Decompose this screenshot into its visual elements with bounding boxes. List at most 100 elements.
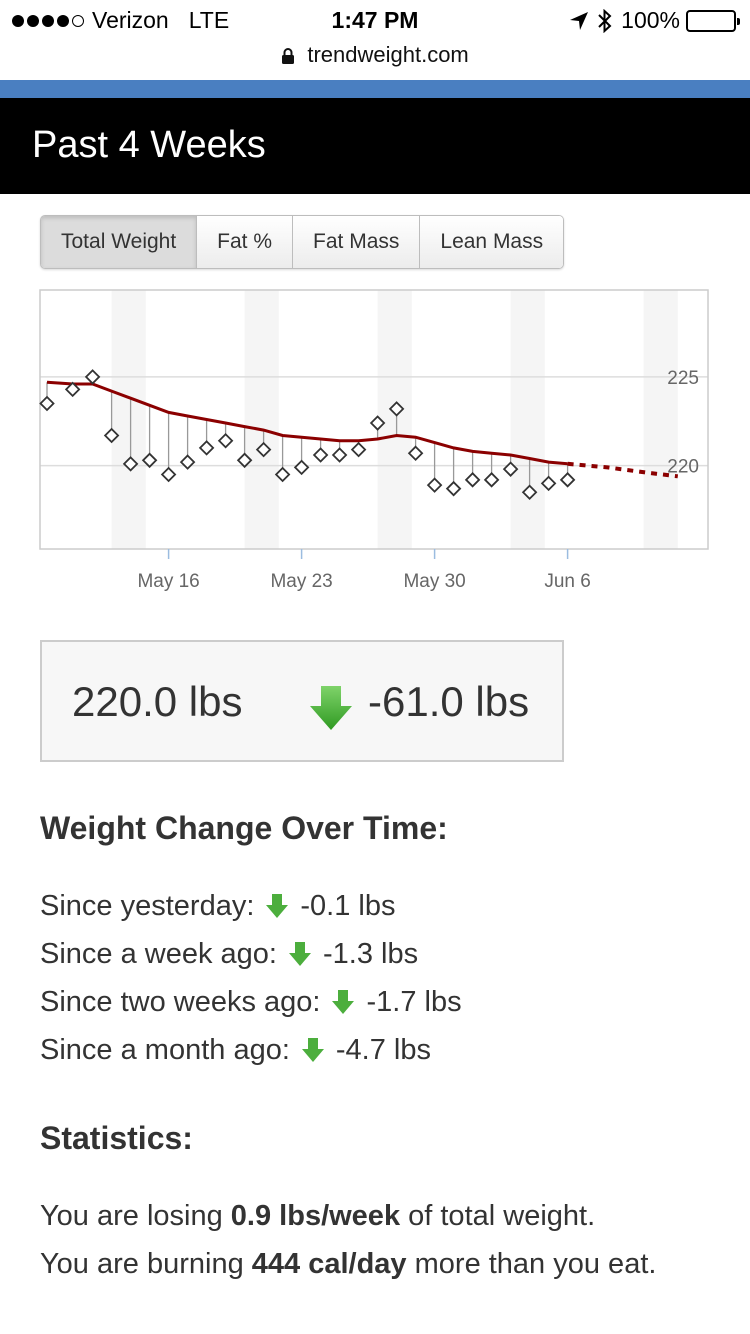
- signal-icon: [12, 14, 84, 27]
- reading-point: [540, 475, 557, 492]
- change-row: Since two weeks ago: -1.7 lbs: [40, 978, 462, 1026]
- reading-point: [103, 427, 120, 444]
- x-tick-label: May 23: [270, 571, 332, 592]
- brand-strip: [0, 80, 750, 98]
- calorie-pre: You are burning: [40, 1248, 252, 1280]
- week-band: [510, 290, 545, 549]
- y-tick-label: 220: [667, 457, 699, 478]
- x-tick-labels: May 16 May 23 May 30 Jun 6: [137, 549, 591, 592]
- week-band: [111, 290, 146, 549]
- tab-total-weight[interactable]: Total Weight: [41, 216, 198, 268]
- change-value: -1.7 lbs: [366, 986, 462, 1018]
- reading-point: [274, 466, 291, 483]
- loss-rate-line: You are losing 0.9 lbs/week of total wei…: [40, 1192, 720, 1240]
- change-label: Since a week ago:: [40, 938, 277, 970]
- total-change: -61.0 lbs: [368, 678, 530, 725]
- battery-percent: 100%: [621, 7, 680, 33]
- reading-point: [39, 395, 55, 412]
- change-value: -4.7 lbs: [335, 1034, 431, 1066]
- reading-point: [84, 369, 101, 385]
- status-bar: Verizon LTE 1:47 PM 100%: [0, 0, 750, 42]
- reading-point: [312, 447, 329, 463]
- reading-point: [350, 441, 367, 458]
- reading-point: [388, 401, 405, 417]
- reading-point: [198, 440, 215, 456]
- reading-point: [464, 472, 481, 488]
- url-bar[interactable]: trendweight.com: [0, 42, 750, 78]
- week-bands: [111, 290, 678, 549]
- status-time: 1:47 PM: [331, 7, 419, 33]
- reading-point: [521, 484, 538, 501]
- calorie-value: 444 cal/day: [251, 1248, 407, 1280]
- change-row: Since a week ago: -1.3 lbs: [40, 930, 462, 978]
- down-arrow-icon: [264, 892, 290, 920]
- tab-fat-percent[interactable]: Fat %: [197, 216, 294, 268]
- change-heading: Weight Change Over Time:: [40, 810, 448, 846]
- weight-chart: 225 220 May 16 May 23 May 30 Jun 6: [39, 289, 709, 592]
- reading-point: [160, 466, 177, 483]
- reading-point: [64, 381, 81, 398]
- reading-point: [426, 477, 443, 493]
- reading-point: [407, 445, 424, 461]
- down-arrow-icon: [310, 686, 352, 730]
- status-left: Verizon LTE: [12, 7, 229, 34]
- down-arrow-icon: [330, 988, 356, 1016]
- down-arrow-icon: [300, 1036, 326, 1064]
- stats-text: You are losing 0.9 lbs/week of total wei…: [40, 1192, 720, 1288]
- x-tick-label: Jun 6: [544, 571, 590, 592]
- calorie-post: more than you eat.: [406, 1248, 657, 1280]
- trend-lines: [46, 380, 679, 479]
- week-band: [377, 290, 412, 549]
- loss-rate-pre: You are losing: [40, 1200, 231, 1232]
- change-value: -0.1 lbs: [300, 890, 396, 922]
- reading-point: [217, 433, 234, 449]
- reading-point: [483, 472, 500, 488]
- carrier-label: Verizon: [92, 7, 169, 33]
- battery-icon: [686, 9, 740, 32]
- current-weight-box: 220.0 lbs -61.0 lbs: [40, 640, 564, 762]
- reading-point: [445, 480, 462, 497]
- change-list: Since yesterday: -0.1 lbs Since a week a…: [40, 882, 462, 1074]
- lock-icon: [282, 48, 295, 65]
- reading-point: [293, 459, 310, 476]
- reading-point: [122, 456, 139, 472]
- week-band: [244, 290, 279, 549]
- tab-fat-mass[interactable]: Fat Mass: [293, 216, 421, 268]
- page-title: Past 4 Weeks: [32, 124, 266, 166]
- loss-rate-post: of total weight.: [400, 1200, 596, 1232]
- bluetooth-icon: [598, 8, 612, 33]
- reading-point: [236, 452, 253, 469]
- x-tick-label: May 30: [403, 571, 465, 592]
- reading-point: [559, 472, 576, 488]
- current-weight: 220.0 lbs: [72, 678, 243, 725]
- change-value: -1.3 lbs: [322, 938, 419, 970]
- week-band: [643, 290, 678, 549]
- reading-point: [179, 454, 196, 470]
- location-icon: [570, 11, 589, 30]
- reading-point: [141, 452, 158, 469]
- change-label: Since a month ago:: [40, 1034, 290, 1066]
- projection-line: [567, 461, 679, 479]
- reading-point: [331, 447, 348, 463]
- reading-point: [255, 441, 272, 458]
- measure-tabs: Total Weight Fat % Fat Mass Lean Mass: [40, 215, 565, 269]
- reading-point: [369, 415, 386, 431]
- reading-point: [502, 461, 519, 477]
- down-arrow-icon: [287, 940, 313, 968]
- loss-rate-value: 0.9 lbs/week: [230, 1200, 401, 1232]
- trend-line: [46, 380, 568, 466]
- page-header: Past 4 Weeks: [0, 98, 750, 194]
- change-label: Since yesterday:: [40, 890, 255, 922]
- stats-heading: Statistics:: [40, 1120, 193, 1156]
- y-tick-labels: 225 220: [667, 368, 699, 478]
- y-tick-label: 225: [667, 368, 699, 389]
- plot-frame: [39, 289, 709, 550]
- url-text: trendweight.com: [307, 42, 469, 67]
- calorie-line: You are burning 444 cal/day more than yo…: [40, 1240, 720, 1288]
- reading-points: [39, 369, 576, 501]
- change-row: Since yesterday: -0.1 lbs: [40, 882, 462, 930]
- change-label: Since two weeks ago:: [40, 986, 321, 1018]
- network-label: LTE: [188, 7, 230, 33]
- tab-lean-mass[interactable]: Lean Mass: [420, 216, 564, 268]
- change-row: Since a month ago: -4.7 lbs: [40, 1026, 462, 1074]
